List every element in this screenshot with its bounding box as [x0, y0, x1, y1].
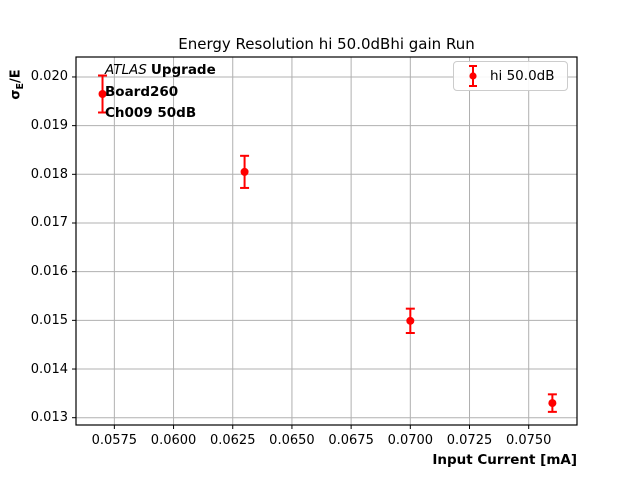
annotation-channel: Ch009 50dB — [105, 105, 197, 121]
annotation-line-experiment: ATLAS Upgrade — [105, 60, 216, 82]
errorbar-marker-icon — [469, 65, 477, 87]
legend: hi 50.0dB — [453, 61, 568, 91]
chart-title: Energy Resolution hi 50.0dBhi gain Run — [178, 35, 475, 53]
y-tick-label: 0.016 — [30, 264, 68, 280]
x-tick-label: 0.0625 — [209, 433, 256, 448]
x-tick-label: 0.0725 — [446, 433, 493, 448]
x-axis-label: Input Current [mA] — [432, 452, 577, 468]
y-tick-label: 0.014 — [30, 361, 68, 377]
x-tick-label: 0.0600 — [150, 433, 197, 448]
x-tick-label: 0.0700 — [387, 433, 434, 448]
data-point — [240, 167, 249, 176]
data-point — [548, 399, 557, 408]
x-tick-label: 0.0750 — [505, 433, 552, 448]
y-tick-label: 0.020 — [30, 69, 68, 85]
y-tick-label: 0.013 — [30, 410, 68, 426]
legend-label: hi 50.0dB — [490, 68, 555, 84]
y-tick-label: 0.017 — [30, 215, 68, 231]
x-tick-label: 0.0675 — [328, 433, 374, 448]
x-tick-label: 0.0650 — [269, 433, 315, 448]
annotation-board: Board260 — [105, 83, 179, 100]
annotation-experiment: ATLAS — [105, 62, 147, 78]
data-point — [406, 316, 415, 325]
axes-spines — [75, 56, 578, 426]
y-tick-label: 0.015 — [30, 312, 68, 328]
data-point — [98, 89, 107, 98]
annotation-block: ATLAS Upgrade Board260 Ch009 50dB — [105, 60, 216, 125]
y-tick-label: 0.018 — [30, 166, 68, 182]
x-tick-label: 0.0575 — [91, 433, 138, 448]
y-tick-label: 0.019 — [30, 118, 68, 134]
annotation-upgrade: Upgrade — [150, 62, 216, 78]
